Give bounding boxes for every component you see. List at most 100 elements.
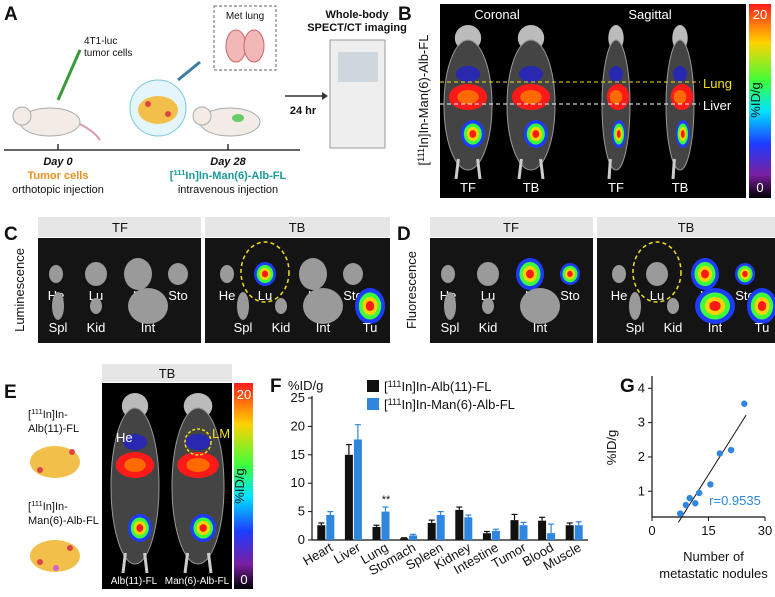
organ-label: Liver: [703, 98, 732, 113]
liver-core: [124, 458, 146, 472]
agent-label: Alb(11)-FL: [28, 423, 79, 435]
group-label: TB: [159, 366, 176, 381]
organ-label: Lung: [703, 76, 732, 91]
organ-label: Spl: [49, 320, 68, 335]
signal: [136, 524, 144, 532]
organ-label: Int: [708, 320, 723, 335]
y-axis-label: %ID/g: [604, 430, 619, 465]
organ-label: Int: [533, 320, 548, 335]
panel-label: G: [620, 376, 635, 397]
organ-label: Kid: [272, 320, 291, 335]
legend-swatch: [367, 398, 379, 410]
organ-label: Kid: [479, 320, 498, 335]
panel-label: E: [4, 382, 17, 403]
organ-label: He: [611, 288, 628, 303]
signal: [709, 300, 721, 312]
organ-label: Lu: [89, 288, 103, 303]
organ: [275, 298, 287, 314]
liver-core: [520, 90, 542, 104]
mode-label: Luminescence: [12, 248, 27, 332]
x-tick-label: 15: [701, 523, 715, 538]
organ: [629, 292, 641, 320]
y-tick-label: 25: [291, 390, 305, 405]
x-tick-label: 0: [648, 523, 655, 538]
bar: [427, 522, 436, 540]
point: [692, 500, 699, 507]
organ-label: Sto: [560, 288, 580, 303]
colorbar-min: 0: [756, 180, 763, 195]
bar: [482, 533, 491, 540]
agent-label: [111In]In-: [28, 499, 68, 513]
organ: [85, 262, 107, 286]
bar: [464, 517, 473, 540]
caption: Man(6)-Alb-FL: [165, 576, 230, 587]
tumor-cells-label: Tumor cells: [28, 170, 89, 182]
signal: [701, 269, 709, 279]
dot: [53, 565, 59, 571]
panel-b: B [111In]In-Man(6)-Alb-FL Coronal Sagitt…: [398, 4, 771, 198]
lung-signal: [456, 66, 480, 82]
group-label: TF: [608, 180, 624, 195]
bar: [547, 533, 556, 540]
day-label: Day 0: [43, 156, 73, 168]
annotation: r=0.9535: [709, 493, 761, 508]
met-lung-box: [213, 5, 277, 71]
x-axis-label: Number of: [683, 549, 744, 564]
organ-label: Lu: [481, 288, 495, 303]
organ-label: Lu: [258, 288, 272, 303]
dot: [67, 545, 73, 551]
colorbar-unit: %ID/g: [748, 82, 763, 117]
panel-label: D: [397, 224, 411, 245]
organ-label: Tu: [363, 320, 378, 335]
cells-label: tumor cells: [84, 48, 132, 59]
y-tick-label: 4: [638, 380, 645, 395]
injection-label: orthotopic injection: [12, 184, 104, 196]
mode-label: Fluorescence: [404, 251, 419, 329]
lm-circle: [184, 428, 212, 456]
mice: [110, 393, 225, 574]
lung-signal: [673, 66, 687, 82]
bar: [344, 454, 353, 540]
bar: [317, 525, 326, 540]
limb: [454, 158, 460, 180]
group-label: TB: [672, 180, 689, 195]
organ-label: He: [116, 430, 133, 445]
colorbar: [749, 4, 771, 198]
organ: [477, 262, 499, 286]
x-axis-label: metastatic nodules: [659, 566, 768, 581]
header: [597, 217, 775, 237]
liver-core: [186, 458, 210, 472]
liver-core: [609, 90, 623, 104]
organ-label: Kid: [87, 320, 106, 335]
bar: [436, 515, 445, 540]
organ: [667, 298, 679, 314]
header: [205, 217, 390, 237]
bar: [381, 511, 390, 540]
view-label: Sagittal: [628, 7, 671, 22]
scanner-part: [338, 52, 378, 82]
group-label: TF: [460, 180, 476, 195]
header: [430, 217, 593, 237]
y-tick-label: 15: [291, 447, 305, 462]
point: [695, 489, 703, 497]
organ-label: Lu: [650, 288, 664, 303]
panel-c: C Luminescence TF TB HeLuLiStoSplKidIntH…: [4, 217, 390, 343]
dot: [37, 559, 43, 565]
bar: [400, 538, 409, 540]
annotation: **: [381, 494, 390, 506]
colorbar-min: 0: [240, 572, 247, 587]
arrow-head: [322, 92, 328, 100]
signal: [680, 130, 685, 138]
lung-signal: [519, 66, 543, 82]
organ: [49, 265, 63, 283]
lung-signal: [185, 434, 211, 450]
y-tick-label: 5: [298, 504, 305, 519]
view-label: Coronal: [474, 7, 520, 22]
injection-label: intravenous injection: [178, 184, 278, 196]
bar: [510, 520, 519, 540]
group-label: TB: [289, 220, 306, 235]
y-tick-label: 0: [298, 532, 305, 547]
agent-label: [111In]In-: [28, 407, 68, 421]
x-tick-label: 30: [758, 523, 772, 538]
tumor: [232, 114, 244, 122]
